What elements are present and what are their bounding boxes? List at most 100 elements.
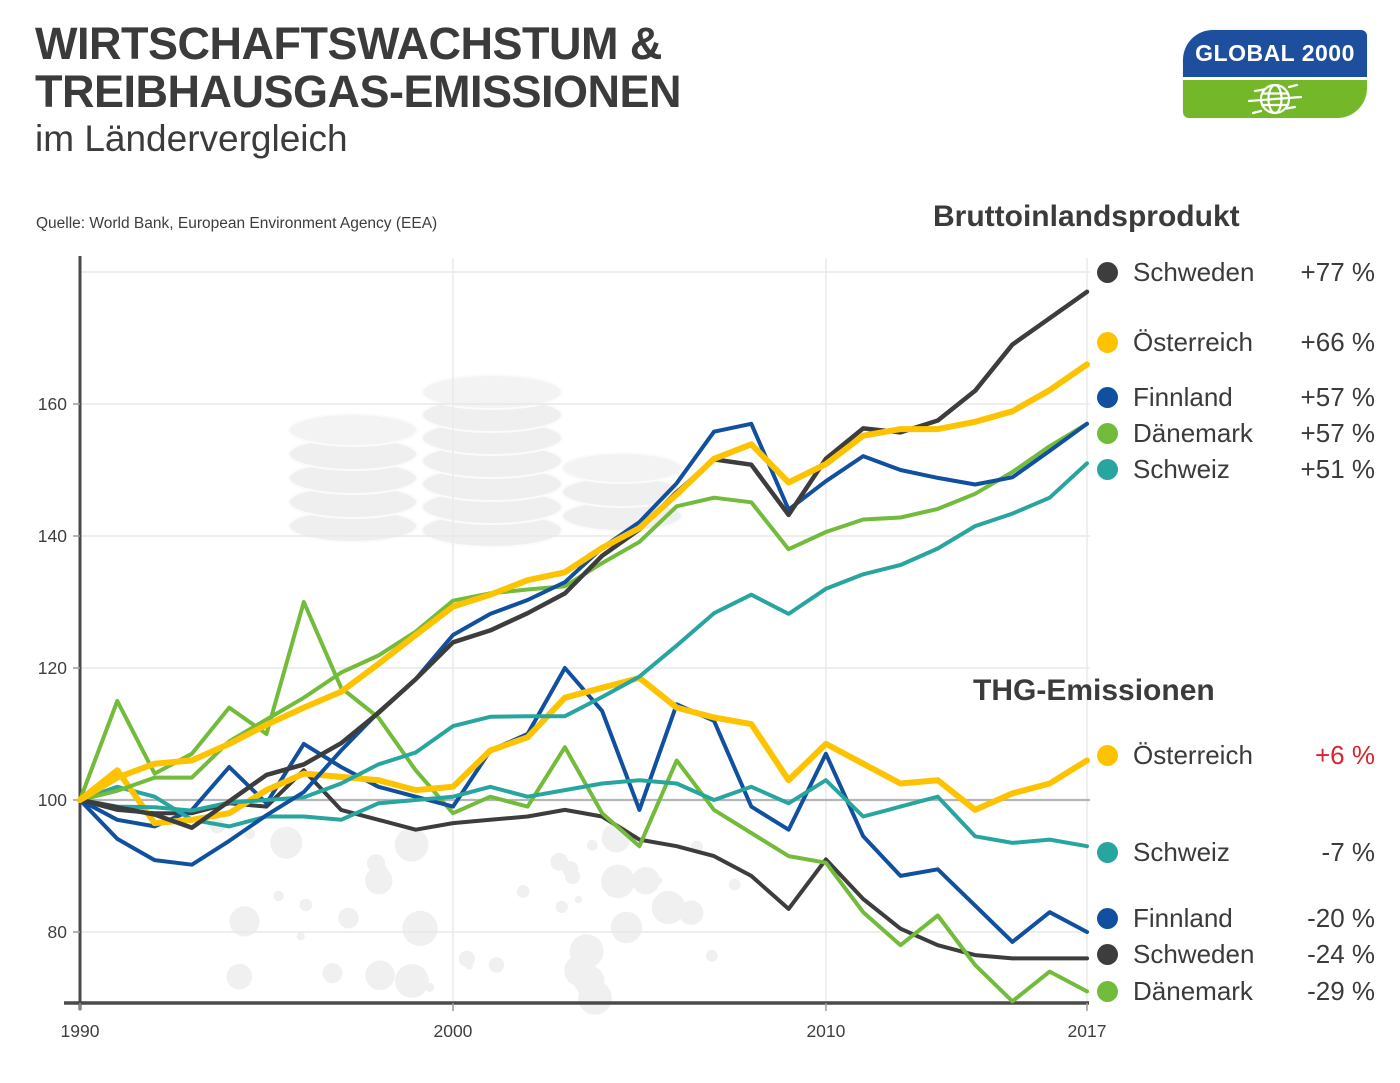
series-dot	[1097, 980, 1118, 1002]
bubble-watermark	[706, 949, 718, 962]
legend-label: Dänemark	[1133, 975, 1253, 1006]
bubble-watermark	[273, 890, 284, 902]
x-tick-label: 1990	[61, 1021, 100, 1041]
bubble-watermark	[395, 964, 429, 998]
x-tick-label: 2000	[433, 1021, 472, 1041]
legend-value: -24 %	[1307, 938, 1375, 969]
bubble-watermark	[632, 866, 660, 895]
line-gdp-oesterreich	[77, 361, 1090, 803]
series-dot	[1097, 943, 1118, 965]
logo-text: GLOBAL 2000	[1195, 40, 1355, 66]
global2000-logo: GLOBAL 2000	[1183, 30, 1367, 118]
bubble-watermark	[402, 910, 438, 947]
legend-value: +66 %	[1300, 326, 1375, 357]
line-thg-finnland	[78, 666, 1089, 944]
legend-value: +6 %	[1315, 739, 1375, 770]
bubble-watermark	[270, 826, 303, 859]
source-note: Quelle: World Bank, European Environment…	[36, 215, 438, 232]
y-tick-label: 160	[38, 394, 67, 414]
title-line-2: Treibhausgas-Emissionen	[35, 65, 682, 117]
legend-label: Schweiz	[1133, 453, 1230, 484]
series-dot	[1097, 907, 1118, 929]
legend-item-gdp-oesterreich: Österreich +66 %	[1097, 324, 1375, 360]
legend-label: Schweden	[1133, 256, 1255, 287]
legend-value: +51 %	[1300, 453, 1375, 484]
bubble-watermark	[425, 982, 435, 992]
bubble-watermark	[565, 868, 581, 885]
line-gdp-finnland	[78, 421, 1089, 867]
legend-item-thg-oesterreich: Österreich +6 %	[1097, 737, 1375, 773]
legend-label: Schweden	[1133, 938, 1255, 969]
legend-value: -20 %	[1307, 902, 1375, 933]
bubble-watermark	[244, 828, 256, 840]
bubble-watermark	[516, 885, 530, 898]
y-tick-label: 120	[38, 658, 67, 678]
series-dot	[1097, 458, 1118, 480]
legend-item-thg-schweden: Schweden -24 %	[1097, 936, 1375, 972]
bubble-watermark	[488, 957, 505, 973]
legend-item-gdp-finnland: Finnland +57 %	[1097, 379, 1375, 415]
bubble-watermark	[564, 955, 596, 987]
legend-item-gdp-schweiz: Schweiz +51 %	[1097, 451, 1375, 487]
legend-label: Dänemark	[1133, 417, 1253, 448]
series-dot	[1097, 744, 1118, 766]
legend-thg: Österreich +6 % Schweiz -7 % Finnland -2…	[1097, 737, 1375, 1017]
gdp-group-heading: Bruttoinlandsprodukt	[933, 200, 1240, 233]
legend-value: -29 %	[1307, 975, 1375, 1006]
legend-label: Finnland	[1133, 902, 1233, 933]
legend-item-thg-finnland: Finnland -20 %	[1097, 900, 1375, 936]
bubble-watermark	[601, 864, 635, 899]
line-gdp-schweiz	[78, 461, 1089, 813]
legend-label: Österreich	[1133, 326, 1253, 357]
page-subtitle: im Ländervergleich	[35, 118, 348, 160]
logo-blue-bar: GLOBAL 2000	[1183, 30, 1367, 77]
bubble-watermark	[299, 898, 313, 912]
legend-label: Finnland	[1133, 381, 1233, 412]
legend-item-gdp-daenemark: Dänemark +57 %	[1097, 415, 1375, 451]
series-dot	[1097, 331, 1118, 353]
legend-label: Österreich	[1133, 739, 1253, 770]
bubble-watermark	[586, 839, 598, 851]
legend-value: +57 %	[1300, 417, 1375, 448]
series-dot	[1097, 386, 1118, 408]
title-line-1: Wirtschaftswachstum &	[35, 18, 662, 69]
bubble-watermark	[338, 907, 359, 929]
legend-value: +77 %	[1300, 256, 1375, 287]
page-title: Wirtschaftswachstum & Treibhausgas-Emiss…	[35, 18, 682, 117]
thg-group-heading: THG-Emissionen	[973, 674, 1215, 707]
bubble-watermark	[651, 890, 686, 925]
y-tick-label: 140	[38, 526, 67, 546]
bubble-watermark	[229, 906, 260, 937]
bubble-watermark	[365, 867, 393, 895]
series-dot	[1097, 841, 1118, 863]
line-thg-schweiz	[78, 778, 1089, 849]
bubble-watermark	[610, 911, 643, 944]
bubble-watermark	[555, 900, 568, 914]
legend-gdp: Schweden +77 % Österreich +66 % Finnland…	[1097, 254, 1375, 494]
x-tick-label: 2010	[806, 1021, 845, 1041]
legend-value: +57 %	[1300, 381, 1375, 412]
series-dot	[1097, 422, 1118, 444]
bubble-watermark	[728, 878, 741, 891]
bubble-watermark	[226, 963, 253, 990]
logo-green-bar	[1183, 77, 1367, 118]
y-tick-label: 80	[48, 922, 68, 942]
bubble-watermark	[574, 895, 583, 904]
bubble-watermark	[655, 877, 663, 884]
y-tick-label: 100	[38, 790, 67, 810]
line-thg-daenemark	[78, 600, 1089, 1004]
legend-label: Schweiz	[1133, 836, 1230, 867]
coin-stack-watermark	[561, 452, 683, 484]
coin-stack-watermark	[421, 374, 563, 410]
coin-stack-watermark	[288, 413, 418, 447]
x-tick-label: 2017	[1068, 1021, 1107, 1041]
legend-value: -7 %	[1321, 836, 1375, 867]
bubble-watermark	[458, 950, 475, 967]
legend-item-thg-schweiz: Schweiz -7 %	[1097, 834, 1375, 870]
bubble-watermark	[322, 963, 343, 984]
series-dot	[1097, 261, 1118, 283]
bubble-watermark	[296, 932, 305, 941]
bubble-watermark	[394, 828, 429, 862]
